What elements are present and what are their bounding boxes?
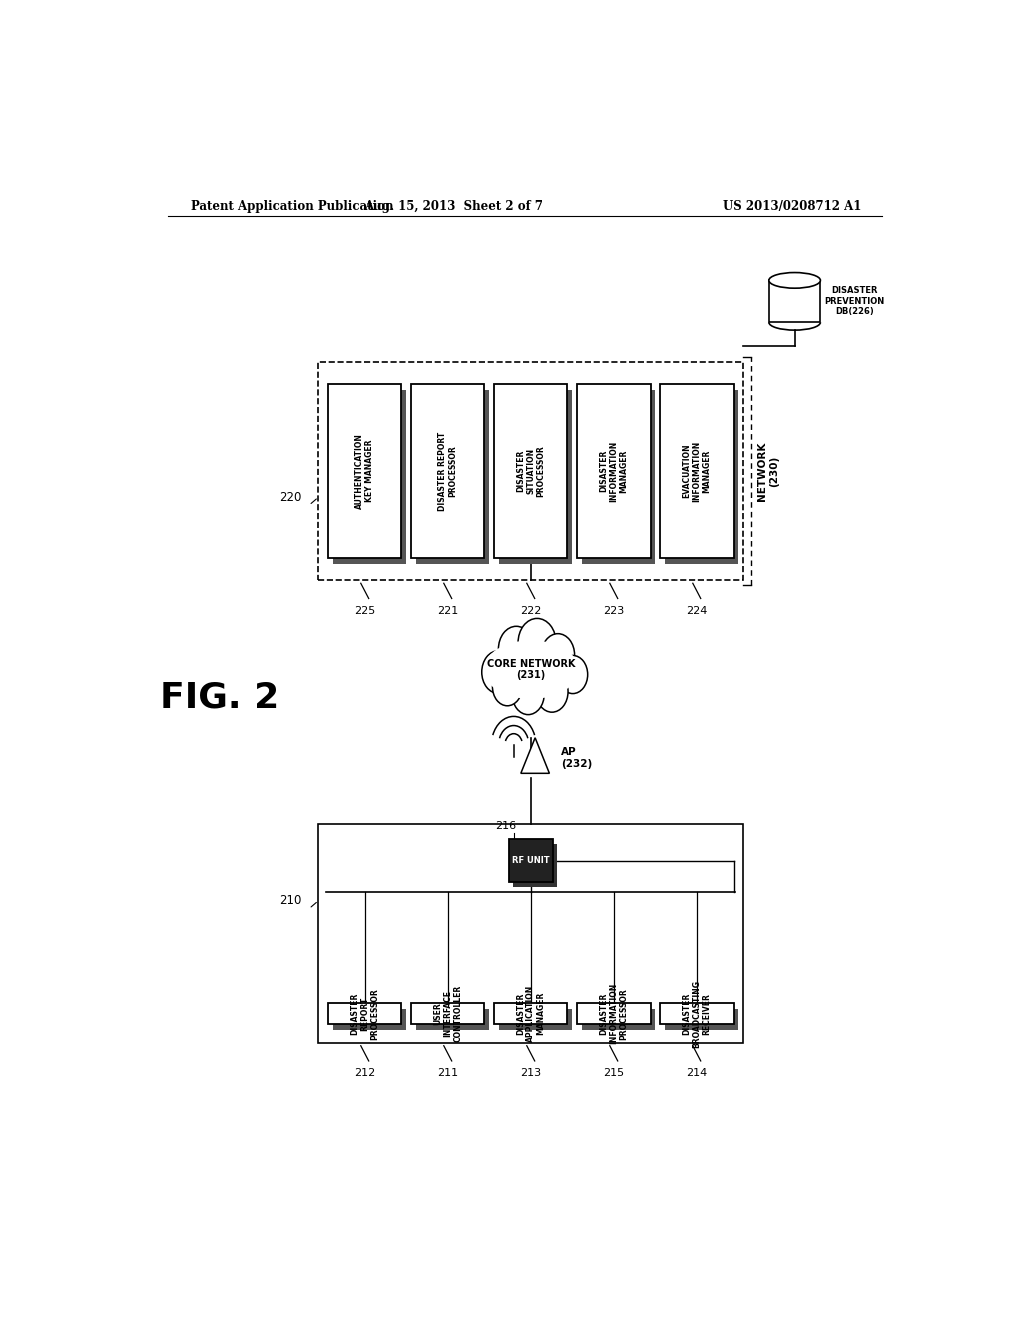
- Text: DISASTER
REPORT
PROCESSOR: DISASTER REPORT PROCESSOR: [350, 987, 380, 1040]
- Text: 216: 216: [495, 821, 516, 832]
- Text: EVACUATION
INFORMATION
MANAGER: EVACUATION INFORMATION MANAGER: [682, 441, 712, 502]
- Bar: [660, 1003, 733, 1024]
- Ellipse shape: [483, 640, 579, 698]
- Bar: [577, 1003, 650, 1024]
- Text: 210: 210: [279, 894, 301, 907]
- Bar: [416, 391, 489, 564]
- Text: 221: 221: [437, 606, 459, 615]
- Text: FIG. 2: FIG. 2: [160, 680, 279, 714]
- Bar: [328, 384, 401, 558]
- Text: 214: 214: [686, 1068, 708, 1078]
- Bar: [769, 280, 820, 322]
- Bar: [318, 362, 743, 581]
- Bar: [333, 1008, 407, 1031]
- Text: DISASTER
SITUATION
PROCESSOR: DISASTER SITUATION PROCESSOR: [516, 445, 546, 496]
- Bar: [509, 840, 553, 882]
- Bar: [411, 384, 484, 558]
- Bar: [318, 824, 743, 1043]
- Circle shape: [481, 651, 515, 693]
- Circle shape: [512, 673, 544, 714]
- Text: Aug. 15, 2013  Sheet 2 of 7: Aug. 15, 2013 Sheet 2 of 7: [364, 199, 543, 213]
- Bar: [411, 1003, 484, 1024]
- Text: CORE NETWORK
(231): CORE NETWORK (231): [486, 659, 575, 680]
- Bar: [665, 1008, 738, 1031]
- Ellipse shape: [469, 626, 594, 714]
- Text: US 2013/0208712 A1: US 2013/0208712 A1: [723, 199, 861, 213]
- Circle shape: [542, 634, 574, 676]
- Bar: [494, 1003, 567, 1024]
- Circle shape: [518, 619, 556, 667]
- Bar: [333, 391, 407, 564]
- Circle shape: [499, 626, 535, 672]
- Text: 212: 212: [354, 1068, 376, 1078]
- Text: 211: 211: [437, 1068, 459, 1078]
- Circle shape: [558, 656, 588, 693]
- Text: 225: 225: [354, 606, 376, 615]
- Bar: [494, 384, 567, 558]
- Bar: [499, 1008, 572, 1031]
- Text: AUTHENTICATION
KEY MANAGER: AUTHENTICATION KEY MANAGER: [355, 433, 375, 510]
- Text: 215: 215: [603, 1068, 625, 1078]
- Text: 222: 222: [520, 606, 542, 615]
- Text: AP
(232): AP (232): [561, 747, 593, 768]
- Polygon shape: [521, 738, 550, 774]
- Text: DISASTER
APPLICATION
MANAGER: DISASTER APPLICATION MANAGER: [516, 985, 546, 1043]
- Text: Patent Application Publication: Patent Application Publication: [191, 199, 394, 213]
- Text: DISASTER
BROADCASTING
RECEIVER: DISASTER BROADCASTING RECEIVER: [682, 979, 712, 1048]
- Circle shape: [536, 671, 568, 713]
- Bar: [577, 384, 650, 558]
- Text: 224: 224: [686, 606, 708, 615]
- Text: DISASTER REPORT
PROCESSOR: DISASTER REPORT PROCESSOR: [438, 432, 458, 511]
- Bar: [665, 391, 738, 564]
- Bar: [499, 391, 572, 564]
- Bar: [582, 1008, 655, 1031]
- Text: 213: 213: [520, 1068, 542, 1078]
- Text: DISASTER
PREVENTION
DB(226): DISASTER PREVENTION DB(226): [824, 286, 885, 317]
- Text: NETWORK
(230): NETWORK (230): [758, 441, 779, 500]
- Text: DISASTER
INFORMATION
MANAGER: DISASTER INFORMATION MANAGER: [599, 441, 629, 502]
- Text: USER
INTERFACE
CONTROLLER: USER INTERFACE CONTROLLER: [433, 985, 463, 1043]
- Text: DISASTER
INFORMATION
PROCESSOR: DISASTER INFORMATION PROCESSOR: [599, 983, 629, 1044]
- Ellipse shape: [769, 272, 820, 288]
- Text: 220: 220: [279, 491, 301, 504]
- Bar: [416, 1008, 489, 1031]
- Circle shape: [493, 668, 522, 706]
- Bar: [660, 384, 733, 558]
- Bar: [513, 845, 557, 887]
- Text: 223: 223: [603, 606, 625, 615]
- Text: RF UNIT: RF UNIT: [512, 857, 550, 865]
- Bar: [328, 1003, 401, 1024]
- Bar: [582, 391, 655, 564]
